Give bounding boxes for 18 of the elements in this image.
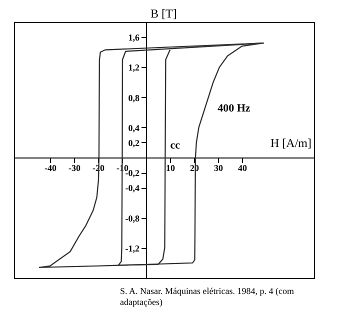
x-tick-label: 40 bbox=[238, 163, 248, 174]
series-label: cc bbox=[170, 140, 180, 152]
y-tick-label: 1,2 bbox=[128, 62, 140, 73]
x-tick-label: -30 bbox=[68, 163, 81, 174]
y-tick-label: 0,2 bbox=[128, 138, 140, 148]
y-tick-label: -1,2 bbox=[125, 243, 140, 254]
x-tick-label: -40 bbox=[44, 163, 57, 174]
y-tick-label: 0,4 bbox=[128, 122, 140, 133]
x-tick-label: 30 bbox=[214, 163, 224, 174]
y-tick-label: -0,4 bbox=[125, 183, 140, 194]
y-axis-title: B [T] bbox=[150, 6, 177, 20]
text: S. A. Nasar. Máquinas elétricas. 1984, p. 4 (com adaptações) bbox=[120, 286, 295, 308]
x-tick-label: 10 bbox=[166, 163, 176, 174]
x-axis-title: H [A/m] bbox=[270, 136, 312, 150]
y-tick-label: -0,8 bbox=[125, 213, 140, 224]
series-label: 400 Hz bbox=[218, 102, 250, 114]
y-tick-label: 0,8 bbox=[128, 92, 140, 103]
y-tick-label: 1,6 bbox=[128, 32, 140, 43]
